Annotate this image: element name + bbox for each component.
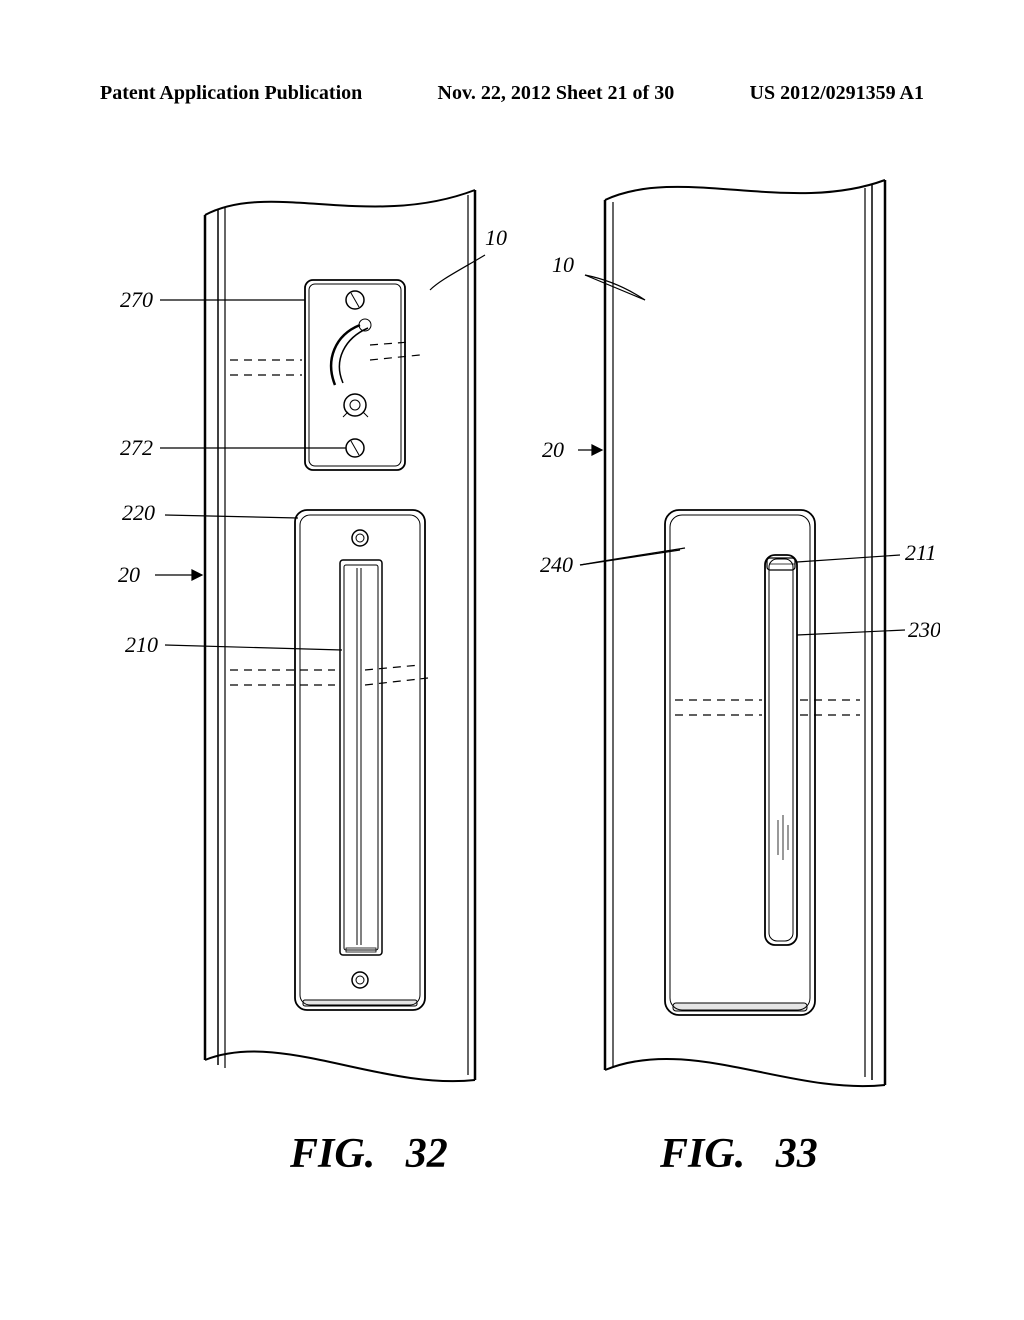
header-left: Patent Application Publication — [100, 82, 362, 105]
label-20b: 20 — [542, 437, 564, 462]
header-center: Nov. 22, 2012 Sheet 21 of 30 — [438, 82, 675, 105]
label-240: 240 — [540, 552, 573, 577]
label-230: 230 — [908, 617, 940, 642]
label-211: 211 — [905, 540, 936, 565]
fig32-caption: FIG. 32 — [290, 1130, 448, 1178]
fig33-caption: FIG. 33 — [660, 1130, 818, 1178]
label-10: 10 — [485, 225, 507, 250]
figure-area: 10 270 272 220 20 210 — [100, 150, 924, 1150]
header-right: US 2012/0291359 A1 — [750, 82, 924, 105]
label-20: 20 — [118, 562, 140, 587]
fig33-num: 33 — [776, 1131, 818, 1177]
fig32-num: 32 — [406, 1131, 448, 1177]
fig-32-drawing: 10 270 272 220 20 210 — [110, 160, 510, 1100]
label-270: 270 — [120, 287, 153, 312]
label-220: 220 — [122, 500, 155, 525]
fig33-prefix: FIG. — [660, 1131, 745, 1177]
fig32-prefix: FIG. — [290, 1131, 375, 1177]
label-10b: 10 — [552, 252, 574, 277]
label-272: 272 — [120, 435, 153, 460]
fig-33-drawing: 10 20 240 211 230 — [520, 160, 940, 1100]
label-210: 210 — [125, 632, 158, 657]
page-header: Patent Application Publication Nov. 22, … — [0, 82, 1024, 105]
